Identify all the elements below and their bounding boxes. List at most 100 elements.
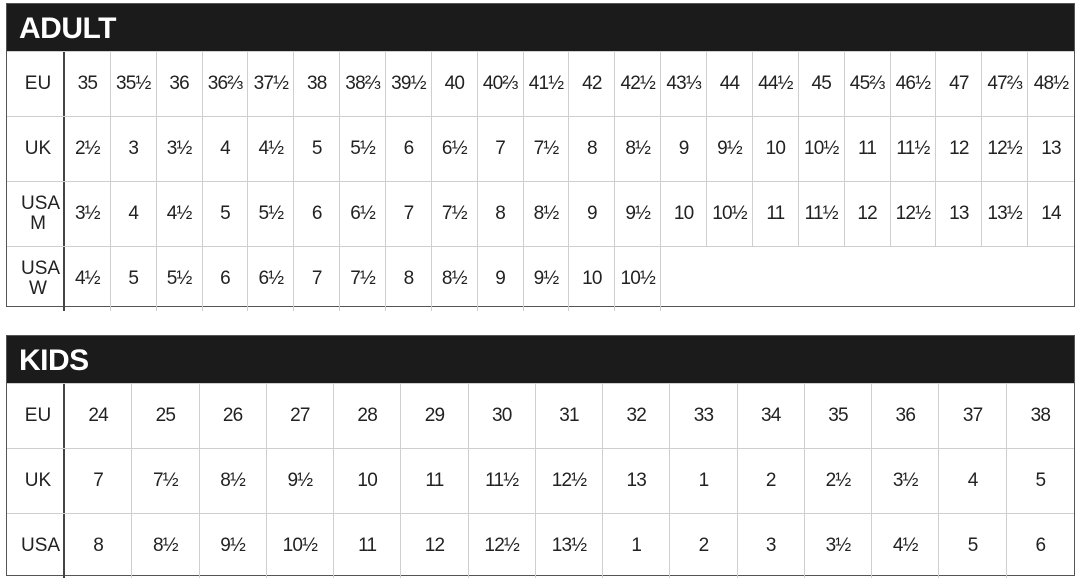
size-cell: 39½ — [386, 52, 432, 116]
size-cell: 3 — [111, 117, 157, 181]
table-row: UK 2½ 3 3½ 4 4½ 5 5½ 6 6½ 7 7½ 8 8½ 9 9½ 10 10½ 11 11½ 12 12½… — [7, 116, 1074, 181]
table-row: EU 24 25 26 27 28 29 30 31 32 33 34 35 36 37 38 — [7, 383, 1074, 448]
table-row: EU 35 35½ 36 36⅔ 37½ 38 38⅔ 39½ 40 40⅔ 41½ 42 42½ 43⅓ 4… — [7, 51, 1074, 116]
row-label: USA W — [7, 247, 65, 311]
size-cell: 8½ — [524, 182, 570, 246]
size-cell: 11½ — [891, 117, 937, 181]
size-cell: 47⅔ — [982, 52, 1029, 116]
size-cell: 6½ — [248, 247, 295, 311]
size-cell: 8½ — [432, 247, 478, 311]
size-cell: 6 — [386, 117, 432, 181]
row-label: USA — [7, 514, 65, 578]
row-label-text: USA W — [21, 258, 61, 299]
size-cell: 10 — [570, 247, 616, 311]
size-cell: 8 — [570, 117, 616, 181]
size-cell: 10½ — [707, 182, 753, 246]
size-cell: 7½ — [432, 182, 478, 246]
size-cell: 4 — [111, 182, 157, 246]
size-cell: 12½ — [536, 449, 604, 513]
size-cell: 11½ — [469, 449, 536, 513]
size-cell: 37 — [939, 384, 1007, 448]
size-cell: 45 — [799, 52, 845, 116]
table-row: USA W 4½ 5 5½ 6 6½ 7 7½ 8 8½ 9 9½ 10 10½ — [7, 246, 1074, 311]
size-cell: 6½ — [340, 182, 387, 246]
size-cell: 4 — [203, 117, 249, 181]
size-cell: 12 — [845, 182, 891, 246]
size-cell: 40 — [432, 52, 478, 116]
size-cell: 42 — [570, 52, 616, 116]
size-cell: 9½ — [267, 449, 335, 513]
size-cell: 30 — [469, 384, 536, 448]
size-cell: 9½ — [615, 182, 662, 246]
size-cell: 13 — [1041, 138, 1061, 159]
size-cell: 36 — [872, 384, 940, 448]
adult-table: ADULT EU 35 35½ 36 36⅔ 37½ 38 38⅔ 39½ 40 40⅔ 41½ 42 4… — [6, 3, 1075, 311]
size-cell: 5 — [203, 182, 249, 246]
size-cell: 38⅔ — [340, 52, 387, 116]
size-cell: 8½ — [615, 117, 662, 181]
size-cell: 38 — [294, 52, 341, 116]
row-label-text: USA — [21, 535, 61, 556]
size-cell: 5½ — [340, 117, 387, 181]
size-cell: 27 — [267, 384, 335, 448]
size-cell: 8 — [65, 514, 133, 578]
size-cell: 12½ — [891, 182, 937, 246]
size-cell: 4½ — [248, 117, 295, 181]
size-cell: 6 — [1035, 535, 1046, 556]
size-cell: 11 — [401, 449, 469, 513]
size-cell: 44½ — [753, 52, 799, 116]
size-cell: 10½ — [799, 117, 845, 181]
size-cell: 35 — [805, 384, 873, 448]
size-cell: 11 — [334, 514, 402, 578]
row-label: USA M — [7, 182, 65, 246]
size-cell: 7½ — [524, 117, 570, 181]
size-cell: 34 — [738, 384, 805, 448]
size-cell: 12 — [936, 117, 983, 181]
size-cell: 1 — [603, 514, 671, 578]
size-cell: 10 — [661, 182, 708, 246]
size-cell: 2½ — [805, 449, 873, 513]
size-cell: 5 — [939, 514, 1007, 578]
row-label-text: EU — [24, 73, 52, 94]
size-cell: 3 — [738, 514, 805, 578]
size-cell: 2 — [670, 514, 738, 578]
size-cell: 46½ — [891, 52, 937, 116]
row-label: UK — [7, 449, 65, 513]
row-label-text: USA M — [21, 193, 61, 234]
size-cell: 7 — [294, 247, 341, 311]
size-cell: 9½ — [707, 117, 753, 181]
size-cell: 4½ — [157, 182, 203, 246]
size-cell: 5 — [111, 247, 157, 311]
row-label-text: UK — [24, 470, 52, 491]
size-cell: 7½ — [340, 247, 387, 311]
size-cell: 3½ — [65, 182, 111, 246]
size-cell: 7 — [386, 182, 432, 246]
table-row: UK 7 7½ 8½ 9½ 10 11 11½ 12½ 13 1 2 2½ 3½ 4 5 — [7, 448, 1074, 513]
row-label-text: EU — [24, 405, 52, 426]
size-cell: 45⅔ — [845, 52, 891, 116]
size-cell: 25 — [132, 384, 200, 448]
row-label: UK — [7, 117, 65, 181]
size-cell: 2½ — [65, 117, 111, 181]
size-cell: 40⅔ — [478, 52, 524, 116]
size-cell: 8 — [478, 182, 524, 246]
size-cell: 29 — [401, 384, 469, 448]
size-cell: 32 — [603, 384, 671, 448]
size-cell: 6 — [203, 247, 249, 311]
size-cell: 43⅓ — [661, 52, 708, 116]
size-cell: 11 — [753, 182, 799, 246]
size-cell: 12½ — [982, 117, 1029, 181]
size-cell: 37½ — [248, 52, 295, 116]
size-cell: 10½ — [615, 247, 662, 311]
size-cell: 38 — [1030, 405, 1051, 426]
size-cell: 24 — [65, 384, 133, 448]
size-cell: 36 — [157, 52, 203, 116]
size-cell: 10 — [334, 449, 402, 513]
size-cell: 6½ — [432, 117, 478, 181]
size-cell: 31 — [536, 384, 604, 448]
size-cell: 28 — [334, 384, 402, 448]
row-label-text: UK — [24, 138, 52, 159]
size-cell: 2 — [738, 449, 805, 513]
size-cell: 14 — [1041, 203, 1061, 224]
